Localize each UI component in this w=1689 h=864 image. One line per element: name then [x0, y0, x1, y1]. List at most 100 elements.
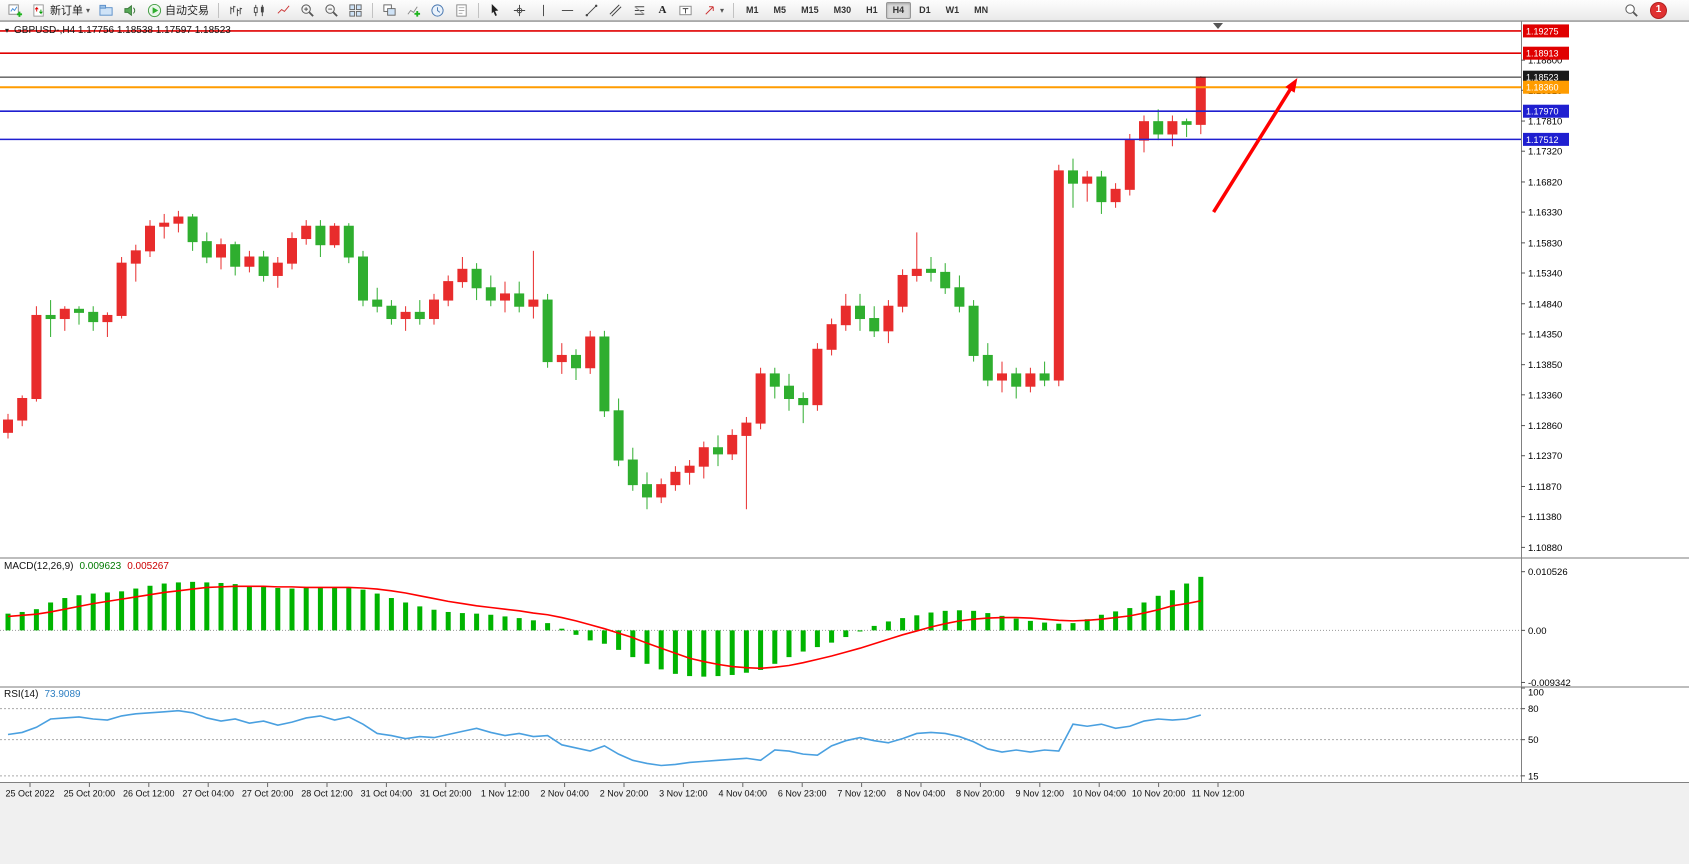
macd-histogram-bar — [1070, 623, 1076, 631]
candle-body — [1068, 170, 1078, 184]
rsi-pane-separator[interactable] — [0, 686, 1689, 688]
timeframe-button-m30[interactable]: M30 — [827, 2, 859, 19]
candle-body — [627, 459, 638, 486]
channel-button[interactable] — [604, 1, 627, 19]
macd-histogram-bar — [119, 591, 125, 631]
new-chart-button[interactable] — [4, 1, 27, 19]
chart-shift-marker[interactable] — [1213, 23, 1223, 29]
zoom-in-icon — [301, 3, 314, 17]
macd-histogram-bar — [871, 625, 877, 631]
text-label-button[interactable] — [674, 1, 697, 19]
timeframe-button-m15[interactable]: M15 — [794, 2, 826, 19]
clock-icon — [431, 3, 444, 17]
trendline-button[interactable] — [580, 1, 603, 19]
macd-histogram-bar — [971, 610, 977, 631]
rsi-tick-label: 50 — [1528, 735, 1539, 746]
time-tick-label: 1 Nov 12:00 — [481, 789, 530, 799]
price-tick-label: 1.12370 — [1528, 451, 1562, 462]
time-tick-label: 26 Oct 12:00 — [123, 789, 175, 799]
chart-menu-icon[interactable]: ▾ — [5, 26, 10, 35]
cascade-windows-button[interactable] — [378, 1, 401, 19]
timeframe-button-mn[interactable]: MN — [967, 2, 995, 19]
period-button[interactable] — [426, 1, 449, 19]
auto-trading-label: 自动交易 — [165, 5, 210, 17]
candle-body — [17, 398, 28, 421]
bar-chart-button[interactable] — [224, 1, 247, 19]
search-button[interactable] — [1620, 1, 1643, 19]
macd-histogram-bar — [885, 621, 891, 631]
rsi-tick-label: 15 — [1528, 771, 1539, 782]
indicators-button[interactable] — [402, 1, 425, 19]
timeframe-button-h4[interactable]: H4 — [885, 1, 912, 19]
trend-arrow[interactable] — [1212, 82, 1296, 214]
zoom-in-button[interactable] — [296, 1, 319, 19]
macd-histogram-bar — [474, 613, 480, 631]
macd-histogram-bar — [516, 618, 522, 631]
price-tag — [1523, 104, 1569, 118]
candle-body — [88, 311, 99, 323]
candle-body — [656, 484, 667, 498]
time-tick-label: 25 Oct 2022 — [5, 789, 54, 799]
candle-body — [343, 225, 354, 258]
market-watch-button[interactable] — [119, 1, 142, 19]
candle-body — [713, 447, 723, 455]
macd-histogram-bar — [715, 630, 721, 677]
macd-tick-label: -0.009342 — [1528, 678, 1571, 689]
rsi-line — [7, 709, 1202, 767]
price-tick-label: 1.15830 — [1528, 238, 1562, 249]
cursor-button[interactable] — [484, 1, 507, 19]
candle-body — [1139, 121, 1149, 141]
timeframe-button-h1[interactable]: H1 — [859, 2, 885, 19]
horizontal-line-button[interactable] — [556, 1, 579, 19]
macd-tick-label: 0.00 — [1528, 626, 1547, 637]
candle-body — [769, 373, 780, 387]
candle-body — [315, 225, 326, 246]
macd-histogram-bar — [1155, 595, 1161, 631]
chevron-down-icon: ▾ — [86, 5, 91, 15]
candle-body — [826, 324, 837, 350]
macd-histogram-bar — [204, 582, 210, 631]
price-tick-label: 1.18800 — [1528, 56, 1562, 67]
candle-body — [613, 410, 624, 461]
candle-body — [287, 238, 297, 264]
time-tick-label: 3 Nov 12:00 — [659, 789, 708, 799]
time-tick-label: 9 Nov 12:00 — [1016, 789, 1065, 799]
timeframe-button-d1[interactable]: D1 — [912, 2, 938, 19]
price-tick-label: 1.16820 — [1528, 177, 1562, 188]
profiles-button[interactable] — [95, 1, 118, 19]
arrows-tool-button[interactable]: ▾ — [698, 1, 728, 19]
time-tick-label: 10 Nov 20:00 — [1132, 789, 1186, 799]
new-order-icon — [33, 3, 44, 17]
time-axis[interactable] — [0, 782, 1689, 805]
timeframe-toolbar: M1 M5 M15 M30 H1 H4 D1 W1 MN — [739, 1, 995, 19]
profiles-icon — [99, 4, 113, 16]
macd-histogram-bar — [829, 630, 835, 643]
fibonacci-button[interactable] — [628, 1, 651, 19]
auto-trading-button[interactable]: 自动交易 — [143, 1, 213, 19]
candle-body — [244, 256, 255, 267]
vertical-line-icon — [543, 4, 544, 16]
templates-button[interactable] — [450, 1, 473, 19]
time-tick-label: 8 Nov 04:00 — [897, 789, 946, 799]
vertical-line-button[interactable] — [532, 1, 555, 19]
timeframe-button-m5[interactable]: M5 — [767, 2, 794, 19]
text-tool-button[interactable]: A — [652, 1, 673, 19]
macd-signal-line — [7, 585, 1201, 670]
macd-histogram-bar — [289, 588, 295, 631]
crosshair-button[interactable] — [508, 1, 531, 19]
line-chart-button[interactable] — [272, 1, 295, 19]
new-order-button[interactable]: 新订单 ▾ — [28, 1, 94, 19]
candlestick-button[interactable] — [248, 1, 271, 19]
candle-body — [755, 373, 766, 424]
macd-histogram-bar — [232, 584, 238, 631]
macd-pane-separator[interactable] — [0, 557, 1689, 559]
macd-histogram-bar — [545, 623, 551, 631]
candlestick-icon — [253, 4, 264, 16]
candle-body — [940, 271, 951, 289]
zoom-out-button[interactable] — [320, 1, 343, 19]
timeframe-button-m1[interactable]: M1 — [739, 2, 766, 19]
notification-badge[interactable]: 1 — [1650, 1, 1667, 19]
candle-body — [145, 225, 155, 252]
timeframe-button-w1[interactable]: W1 — [939, 2, 967, 19]
tile-windows-button[interactable] — [344, 1, 367, 19]
